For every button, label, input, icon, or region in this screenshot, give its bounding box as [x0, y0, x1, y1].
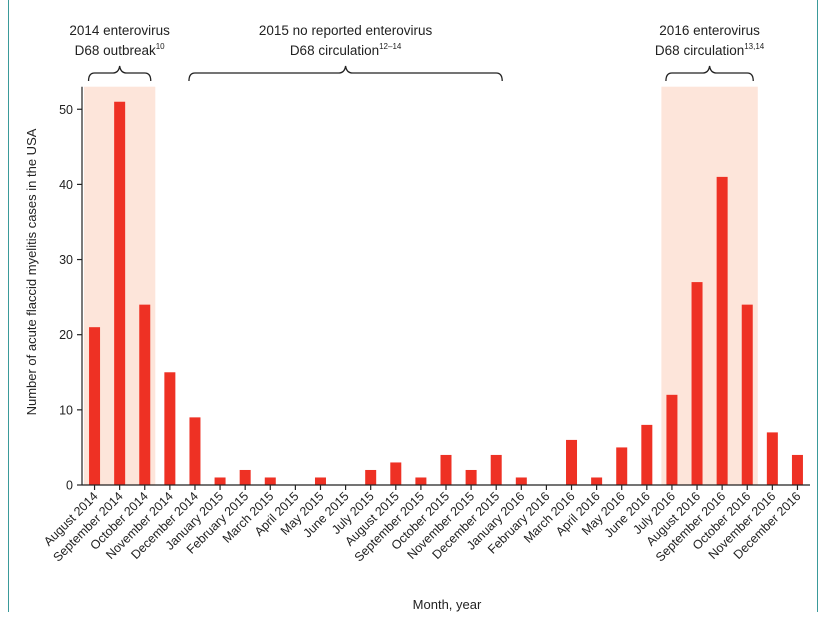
annotation-brace-3 [665, 65, 754, 82]
annotation-line1-3: 2016 enterovirus [659, 23, 760, 38]
bar-november-2015 [465, 469, 477, 485]
bar-january-2015 [214, 477, 226, 485]
bar-july-2015 [365, 469, 377, 485]
y-tick-label: 20 [59, 328, 73, 342]
bar-november-2014 [164, 372, 176, 485]
bar-may-2015 [314, 477, 326, 485]
bar-september-2016 [716, 176, 728, 485]
bar-february-2015 [239, 469, 251, 485]
bar-december-2015 [490, 454, 502, 485]
y-tick-label: 40 [59, 178, 73, 192]
annotation-line1-1: 2014 enterovirus [69, 23, 170, 38]
bar-march-2016 [566, 439, 578, 485]
bar-may-2016 [616, 447, 628, 485]
annotation-line2-3: D68 circulation13,14 [655, 42, 765, 58]
y-tick-label: 30 [59, 253, 73, 267]
bar-august-2014 [89, 327, 101, 485]
annotation-brace-2 [188, 65, 503, 82]
bar-series [89, 101, 803, 486]
bar-october-2014 [139, 304, 151, 485]
bar-november-2016 [766, 432, 778, 485]
bar-march-2015 [264, 477, 276, 485]
x-axis-title: Month, year [413, 597, 482, 612]
y-tick-labels: 0 10 20 30 40 50 [59, 103, 73, 493]
y-axis-title: Number of acute flaccid myelitis cases i… [24, 128, 39, 415]
bar-december-2014 [189, 417, 201, 485]
y-tick-label: 10 [59, 403, 73, 417]
bar-january-2016 [515, 477, 527, 485]
bar-october-2016 [741, 304, 753, 485]
annotation-line2-2: D68 circulation12–14 [290, 42, 402, 58]
period-annotations: 2014 enterovirus D68 outbreak10 2015 no re… [69, 23, 765, 82]
y-tick-label: 50 [59, 103, 73, 117]
axes [77, 86, 810, 490]
bar-december-2016 [791, 454, 803, 485]
bar-october-2015 [440, 454, 452, 485]
highlight-region-2 [661, 86, 758, 485]
bar-april-2016 [591, 477, 603, 485]
annotation-line1-2: 2015 no reported enterovirus [259, 23, 433, 38]
bar-august-2015 [390, 462, 402, 485]
annotation-line2-1: D68 outbreak10 [75, 42, 166, 58]
highlight-regions [84, 86, 758, 485]
bar-september-2015 [415, 477, 427, 485]
bar-june-2016 [641, 424, 653, 485]
y-tick-label: 0 [66, 479, 73, 493]
bar-july-2016 [666, 394, 678, 485]
figure-frame [8, 0, 818, 612]
bar-august-2016 [691, 282, 703, 485]
annotation-brace-1 [87, 65, 152, 82]
bar-september-2014 [114, 101, 126, 486]
